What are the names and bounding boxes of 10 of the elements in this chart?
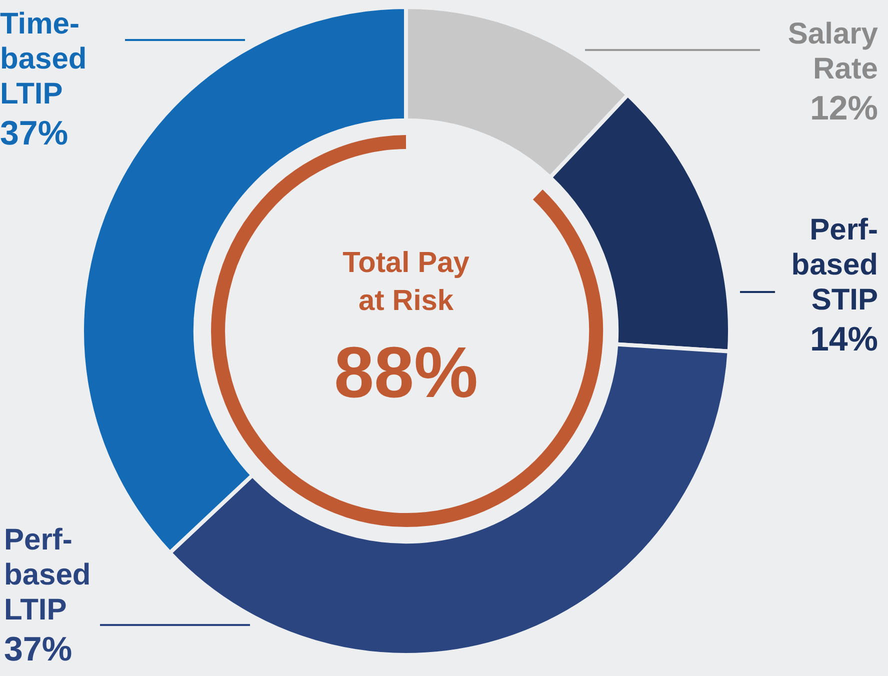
slice-label: Salary Rate bbox=[788, 17, 878, 86]
slice-label: Perf-based STIP bbox=[791, 213, 878, 316]
text: Total Pay at Risk bbox=[342, 247, 470, 317]
data-label: 14% bbox=[810, 320, 878, 358]
data-label: 37% bbox=[0, 114, 68, 152]
data-label: 12% bbox=[810, 89, 878, 128]
slice-label: Perf-based LTIP bbox=[4, 523, 91, 626]
text: 88% bbox=[334, 332, 478, 413]
legend-label: Time-based LTIP bbox=[0, 7, 87, 110]
data-label: 37% bbox=[4, 630, 72, 668]
